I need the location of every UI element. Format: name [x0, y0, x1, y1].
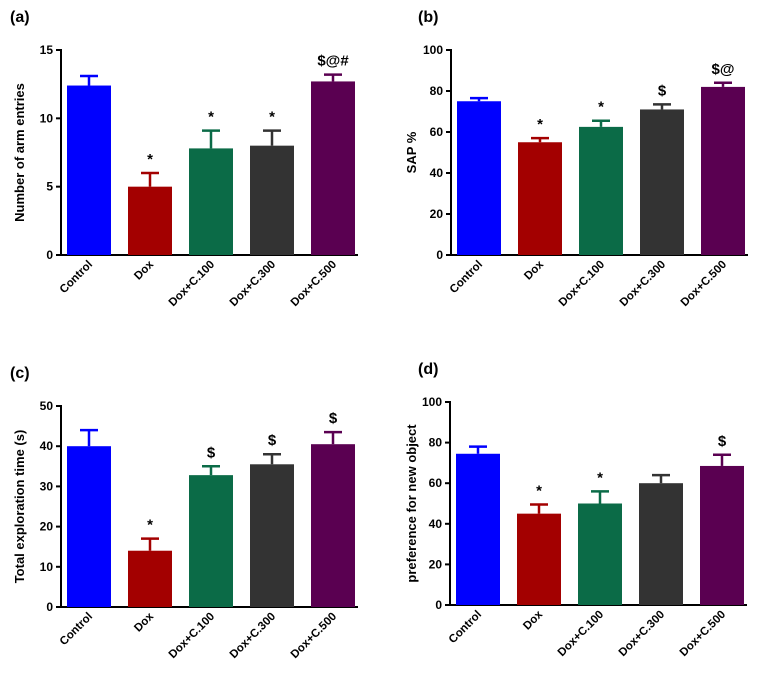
bar-control	[456, 453, 500, 605]
significance-label: *	[208, 109, 214, 126]
x-tick-label: Dox+C.100	[556, 609, 606, 659]
x-tick-label: Dox	[522, 258, 546, 282]
significance-label: *	[269, 109, 275, 126]
significance-label: *	[147, 517, 153, 534]
y-tick-label: 10	[40, 111, 54, 125]
y-tick-label: 0	[436, 248, 443, 262]
y-axis-label: Total exploration time (s)	[12, 430, 27, 584]
bar-dox-c-100	[189, 475, 233, 607]
y-axis-label: SAP %	[404, 131, 419, 173]
chart-panel-c: (c) Total exploration time (s) 0 10 20 30 40 50…	[10, 365, 358, 661]
x-tick-label: Dox+C.300	[618, 259, 668, 309]
x-tick-label: Dox+C.100	[557, 259, 607, 309]
x-tick-label: Dox+C.300	[617, 609, 667, 659]
significance-label: *	[536, 483, 542, 500]
y-tick-label: 10	[40, 560, 54, 574]
x-tick-label: Dox	[132, 610, 156, 634]
x-tick-label: Dox+C.100	[167, 259, 217, 309]
y-tick-label: 15	[40, 43, 54, 57]
bar-dox-c-500	[701, 86, 745, 256]
bar-dox-c-300	[250, 145, 294, 255]
y-tick-label: 0	[435, 598, 442, 612]
y-tick-label: 40	[429, 517, 443, 531]
bar-dox-c-300	[250, 464, 294, 607]
y-tick-label: 50	[40, 399, 54, 413]
chart-panel-b: (b) SAP % 0 20 40 60 80 100 Control * Dox * Dox+C.10…	[404, 9, 748, 309]
y-axis-label: Number of arm entries	[12, 83, 27, 222]
significance-label: *	[147, 151, 153, 168]
significance-label: $@	[712, 61, 735, 78]
panel-label: (b)	[418, 9, 438, 26]
bar-dox	[518, 142, 562, 255]
significance-label: $	[329, 410, 338, 427]
y-tick-label: 20	[429, 557, 443, 571]
x-tick-label: Dox+C.500	[289, 259, 339, 309]
bar-dox-c-100	[189, 148, 233, 255]
significance-label: $	[207, 444, 216, 461]
x-tick-label: Dox+C.100	[167, 611, 217, 661]
x-tick-label: Dox	[521, 608, 545, 632]
y-tick-label: 40	[430, 166, 444, 180]
x-tick-label: Dox+C.500	[678, 609, 728, 659]
bar-dox-c-300	[640, 109, 684, 255]
x-tick-label: Control	[447, 609, 484, 646]
significance-label: $	[718, 433, 727, 450]
x-tick-label: Control	[58, 611, 95, 648]
y-tick-label: 20	[40, 520, 54, 534]
significance-label: $	[268, 432, 277, 449]
y-tick-label: 60	[429, 476, 443, 490]
bar-control	[457, 101, 501, 255]
y-tick-label: 30	[40, 479, 54, 493]
x-tick-label: Dox	[132, 258, 156, 282]
significance-label: *	[597, 469, 603, 486]
bar-dox-c-100	[578, 503, 622, 605]
x-tick-label: Dox+C.500	[289, 611, 339, 661]
panel-label: (c)	[10, 365, 30, 382]
y-tick-label: 60	[430, 125, 444, 139]
bar-dox	[128, 550, 172, 607]
y-tick-label: 80	[429, 436, 443, 450]
significance-label: $@#	[317, 53, 349, 70]
x-tick-label: Dox+C.500	[679, 259, 729, 309]
bar-dox-c-100	[579, 126, 623, 255]
y-tick-label: 40	[40, 439, 54, 453]
bar-dox-c-500	[311, 444, 355, 607]
bar-control	[67, 85, 111, 256]
y-tick-label: 0	[46, 248, 53, 262]
y-tick-label: 20	[430, 207, 444, 221]
y-tick-label: 5	[46, 180, 53, 194]
x-tick-label: Control	[58, 259, 95, 296]
bar-dox	[128, 186, 172, 255]
panel-label: (a)	[10, 9, 30, 26]
y-tick-label: 100	[422, 395, 442, 409]
bar-dox-c-500	[700, 465, 744, 605]
significance-label: $	[658, 82, 667, 99]
panel-label: (d)	[418, 361, 438, 378]
bar-dox-c-500	[311, 81, 355, 255]
y-tick-label: 80	[430, 84, 444, 98]
bar-dox-c-300	[639, 483, 683, 605]
y-axis-label: preference for new object	[404, 424, 419, 583]
y-tick-label: 0	[46, 600, 53, 614]
significance-label: *	[537, 116, 543, 133]
significance-label: *	[598, 99, 604, 116]
y-tick-label: 100	[423, 43, 443, 57]
x-tick-label: Control	[448, 259, 485, 296]
x-tick-label: Dox+C.300	[228, 611, 278, 661]
x-tick-label: Dox+C.300	[228, 259, 278, 309]
bar-control	[67, 446, 111, 607]
chart-panel-d: (d) preference for new object 0 20 40 60 80 100…	[404, 361, 747, 659]
chart-panel-a: (a) Number of arm entries 0 5 10 15 Control * Do…	[10, 9, 358, 309]
bar-dox	[517, 513, 561, 605]
